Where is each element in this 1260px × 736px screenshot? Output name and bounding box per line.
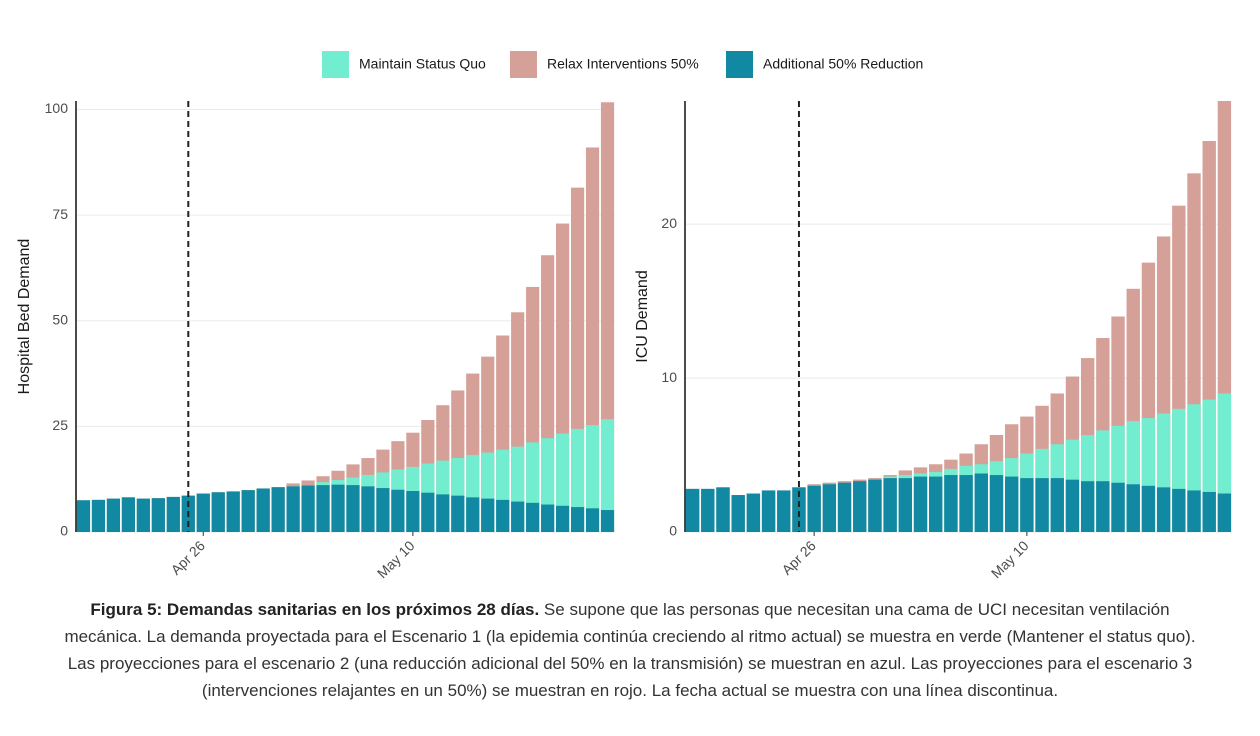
bar: [716, 487, 730, 532]
bar: [466, 497, 480, 532]
legend-swatch: [510, 51, 537, 78]
y-tick-label: 75: [52, 206, 68, 222]
bar: [121, 497, 135, 532]
caption: Figura 5: Demandas sanitarias en los pró…: [50, 596, 1210, 704]
x-tick-label: May 10: [374, 537, 418, 581]
bar: [286, 486, 300, 532]
bar: [685, 488, 700, 532]
legend-label: Relax Interventions 50%: [547, 56, 699, 72]
bar: [1217, 493, 1232, 532]
bar: [376, 488, 390, 532]
bar: [76, 500, 91, 532]
bar: [1065, 479, 1080, 532]
y-tick-label: 100: [45, 100, 69, 116]
bar: [106, 498, 121, 532]
legend-label: Additional 50% Reduction: [763, 56, 923, 72]
bar: [91, 499, 106, 532]
bar: [959, 475, 973, 532]
bar: [1172, 488, 1186, 532]
caption-bold: Figura 5: Demandas sanitarias en los pró…: [90, 600, 540, 619]
bar: [481, 498, 495, 532]
bar: [1111, 482, 1125, 532]
bar: [346, 485, 360, 532]
bar: [196, 493, 210, 532]
bar: [271, 487, 285, 532]
bar: [807, 485, 821, 532]
bar: [792, 487, 806, 532]
bar: [853, 481, 867, 532]
bar: [1035, 478, 1049, 532]
bar: [541, 504, 555, 532]
bar: [241, 490, 255, 532]
bar: [166, 496, 180, 532]
caption-text: Se supone que las personas que necesitan…: [64, 600, 1196, 700]
bar: [331, 484, 345, 532]
x-tick-label: May 10: [988, 537, 1032, 581]
y-tick-label: 0: [60, 523, 68, 539]
bar: [929, 476, 943, 532]
figure: Maintain Status Quo Relax Interventions 5…: [16, 51, 1232, 581]
y-axis-title: Hospital Bed Demand: [16, 239, 33, 395]
bar: [1202, 491, 1216, 532]
bar: [883, 478, 897, 532]
y-axis-title: ICU Demand: [634, 270, 651, 362]
bar: [837, 482, 852, 532]
bar: [746, 493, 761, 532]
bar: [898, 478, 913, 532]
bar: [361, 486, 375, 532]
bar: [777, 490, 791, 532]
bar: [1096, 481, 1110, 532]
bar: [701, 488, 715, 532]
y-tick-label: 20: [661, 215, 677, 231]
bar: [974, 473, 988, 532]
bar: [585, 508, 600, 532]
y-tick-label: 10: [661, 369, 677, 385]
bar: [1050, 478, 1064, 532]
bar: [316, 485, 330, 532]
legend-label: Maintain Status Quo: [359, 56, 486, 72]
bar: [913, 476, 928, 532]
bar: [511, 501, 525, 532]
bar: [391, 489, 405, 532]
bar: [731, 495, 745, 532]
bar: [944, 475, 958, 532]
bar: [822, 484, 837, 532]
bar: [1141, 485, 1156, 532]
bar: [436, 494, 450, 532]
bar: [1004, 476, 1019, 532]
bar: [406, 491, 420, 532]
y-tick-label: 50: [52, 311, 68, 327]
bar: [570, 428, 585, 532]
x-tick-label: Apr 26: [168, 537, 209, 578]
bar: [451, 495, 465, 532]
x-tick-label: Apr 26: [778, 537, 819, 578]
bar: [211, 492, 225, 532]
bar: [1187, 490, 1201, 532]
bar: [301, 485, 315, 532]
bar: [1156, 487, 1171, 532]
bar: [496, 499, 510, 532]
bar: [1126, 484, 1140, 532]
bar: [585, 425, 600, 532]
bar: [526, 502, 540, 532]
bar: [256, 488, 270, 532]
y-tick-label: 0: [669, 523, 677, 539]
bar: [600, 419, 615, 532]
legend-swatch: [726, 51, 753, 78]
bar: [136, 498, 150, 532]
bar: [1020, 478, 1034, 532]
y-tick-label: 25: [52, 417, 68, 433]
bar: [1080, 481, 1095, 532]
bar: [570, 507, 585, 532]
bar: [868, 479, 882, 532]
bar: [600, 510, 615, 532]
bar: [421, 492, 435, 532]
bar: [761, 490, 776, 532]
bar: [989, 475, 1004, 532]
bar: [556, 505, 570, 532]
bar: [151, 498, 165, 532]
bar: [226, 491, 240, 532]
legend-swatch: [322, 51, 349, 78]
